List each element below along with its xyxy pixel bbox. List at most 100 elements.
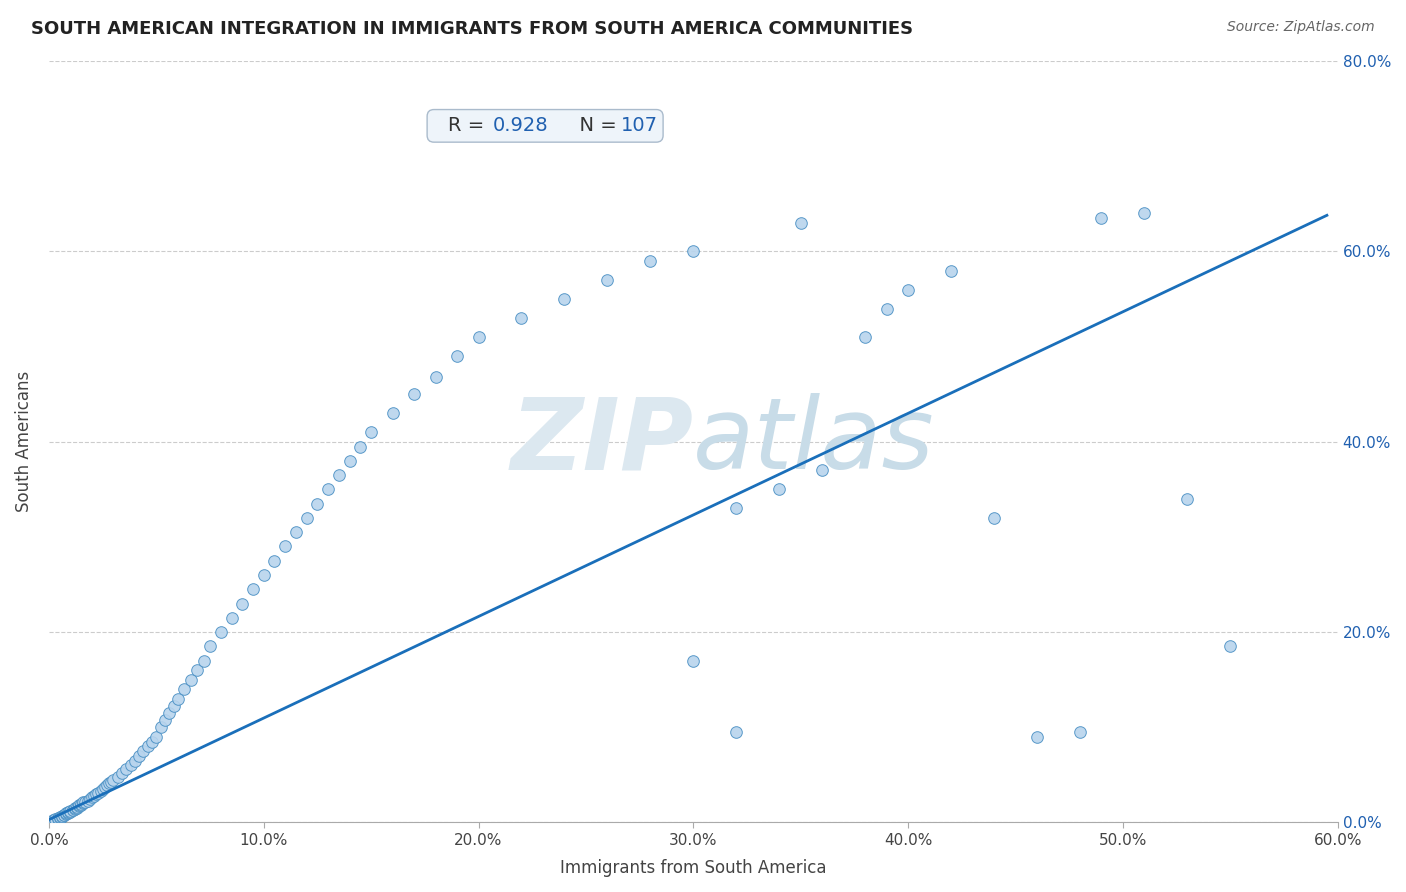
Point <box>425 370 447 384</box>
Point <box>79 791 101 805</box>
Point <box>63 801 86 815</box>
Point <box>46 811 69 825</box>
Point <box>149 720 172 734</box>
Point <box>107 770 129 784</box>
Point <box>446 349 468 363</box>
Point <box>59 804 82 818</box>
Point <box>186 663 208 677</box>
Point <box>328 468 350 483</box>
Point <box>285 525 308 540</box>
Point <box>111 766 134 780</box>
Point <box>467 330 489 344</box>
Point <box>349 440 371 454</box>
Point <box>876 301 898 316</box>
Point <box>132 744 155 758</box>
Point <box>55 805 77 820</box>
Point <box>66 800 89 814</box>
Point <box>59 805 82 819</box>
Point <box>360 425 382 440</box>
Point <box>811 463 834 477</box>
Text: R = 0.928   N = 107: R = 0.928 N = 107 <box>434 116 657 136</box>
Point <box>263 554 285 568</box>
Point <box>39 814 62 829</box>
Point <box>157 706 180 720</box>
Point <box>983 511 1005 525</box>
Point <box>145 730 167 744</box>
Point <box>80 789 103 804</box>
Text: Source: ZipAtlas.com: Source: ZipAtlas.com <box>1227 20 1375 34</box>
Point <box>682 244 704 259</box>
Point <box>162 699 184 714</box>
Point <box>1090 211 1112 226</box>
Point <box>72 797 94 811</box>
Point <box>44 812 66 826</box>
Point <box>510 311 533 326</box>
Point <box>70 797 93 812</box>
Point <box>67 799 90 814</box>
Text: 0.928: 0.928 <box>492 116 548 136</box>
Point <box>853 330 876 344</box>
Point <box>153 713 176 727</box>
Point <box>51 809 73 823</box>
Point <box>76 794 98 808</box>
Point <box>75 795 97 809</box>
Point <box>939 263 962 277</box>
Point <box>1133 206 1156 220</box>
Point <box>295 511 318 525</box>
Text: N =: N = <box>567 116 623 136</box>
Point <box>198 640 221 654</box>
Point <box>274 540 297 554</box>
Point <box>166 691 188 706</box>
Point <box>1175 491 1198 506</box>
Point <box>96 778 118 792</box>
Point <box>136 739 159 754</box>
Point <box>128 748 150 763</box>
Point <box>1219 640 1241 654</box>
Point <box>42 813 65 827</box>
Point <box>1069 725 1091 739</box>
Point <box>253 568 276 582</box>
Y-axis label: South Americans: South Americans <box>15 371 32 512</box>
Point <box>83 789 105 803</box>
Point <box>141 734 163 748</box>
Point <box>70 798 93 813</box>
Point <box>91 782 114 797</box>
Point <box>48 810 70 824</box>
Point <box>44 813 66 827</box>
Point <box>120 758 142 772</box>
Point <box>100 774 122 789</box>
Text: atlas: atlas <box>693 393 935 491</box>
Point <box>55 806 77 821</box>
Point <box>193 654 215 668</box>
Point <box>62 803 84 817</box>
Point <box>94 780 117 795</box>
Point <box>173 682 195 697</box>
Text: SOUTH AMERICAN INTEGRATION IN IMMIGRANTS FROM SOUTH AMERICA COMMUNITIES: SOUTH AMERICAN INTEGRATION IN IMMIGRANTS… <box>31 20 912 37</box>
Point <box>339 454 361 468</box>
Point <box>316 483 339 497</box>
Point <box>87 786 110 800</box>
Point <box>596 273 619 287</box>
Point <box>48 811 70 825</box>
Point <box>725 725 748 739</box>
Text: ZIP: ZIP <box>510 393 693 491</box>
Text: 107: 107 <box>621 116 658 136</box>
Point <box>103 772 125 787</box>
Point <box>46 812 69 826</box>
Point <box>897 283 920 297</box>
Point <box>209 625 232 640</box>
Text: R =: R = <box>449 116 491 136</box>
Point <box>58 805 80 820</box>
Point <box>115 762 138 776</box>
Point <box>180 673 202 687</box>
Point <box>72 796 94 810</box>
X-axis label: Immigrants from South America: Immigrants from South America <box>560 859 827 877</box>
Point <box>42 814 65 828</box>
Point <box>242 582 264 597</box>
Point <box>404 387 426 401</box>
Point <box>62 803 84 817</box>
Point <box>231 597 253 611</box>
Point <box>98 776 121 790</box>
Point <box>553 292 575 306</box>
Point <box>51 810 73 824</box>
